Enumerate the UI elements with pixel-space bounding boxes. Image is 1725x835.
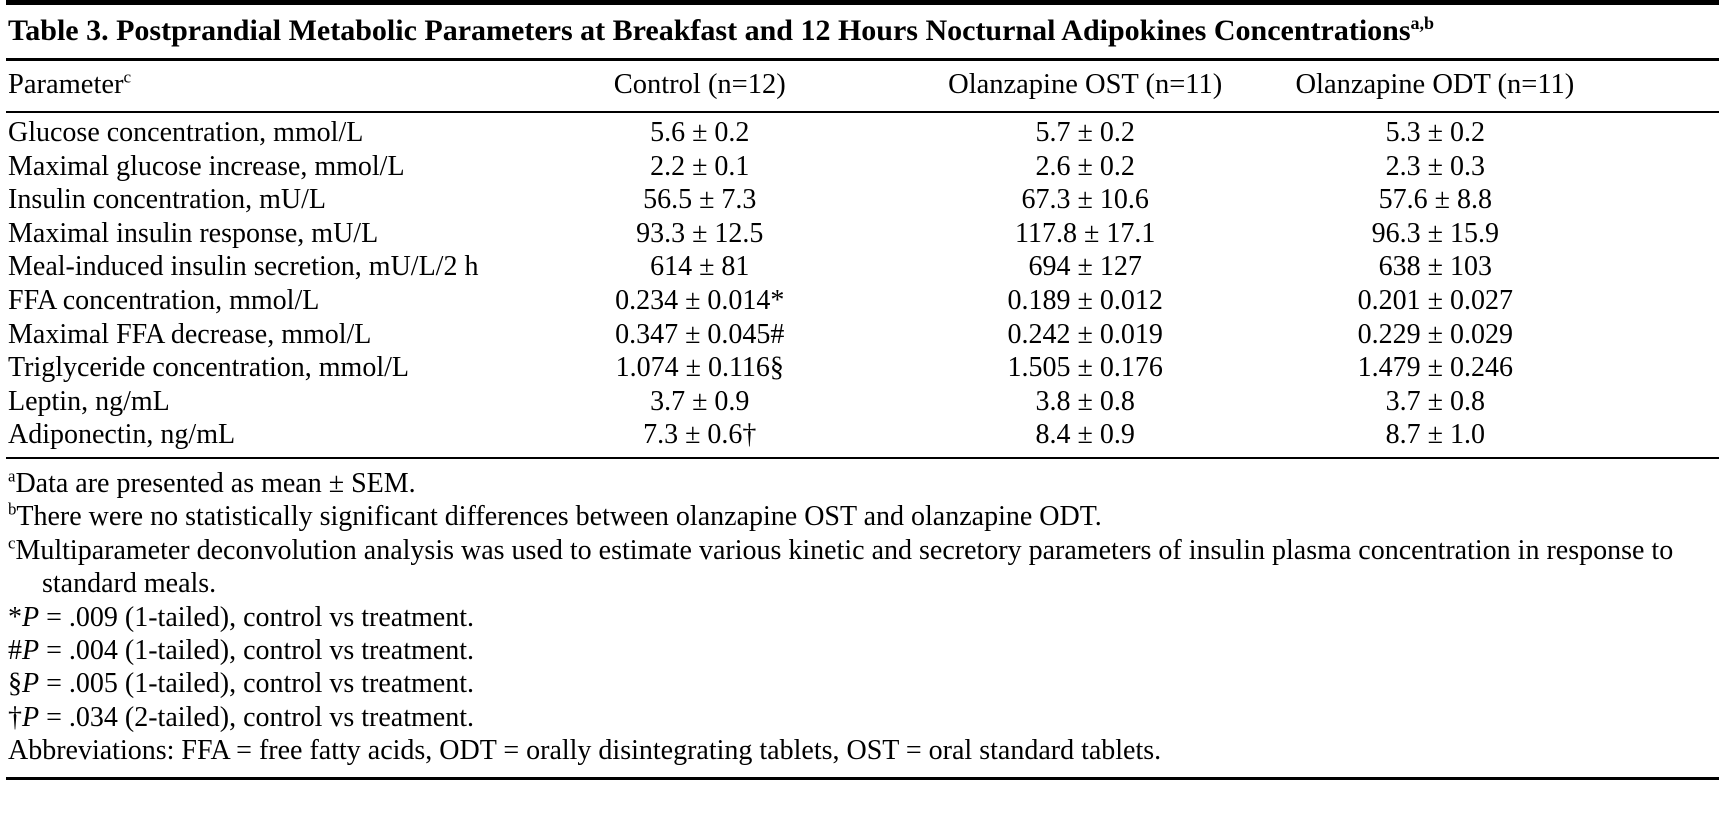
ost-value-cell: 8.4 ± 0.9 [879,418,1291,459]
odt-value-cell: 5.3 ± 0.2 [1385,117,1486,148]
column-header-parameter: Parameterc [6,61,520,113]
parameter-cell: FFA concentration, mmol/L [8,284,320,316]
odt-value-cell: 0.229 ± 0.029 [1357,318,1514,350]
parameter-cell: Maximal insulin response, mU/L [8,217,379,249]
odt-value-cell: 96.3 ± 15.9 [1371,217,1500,249]
footnote-marker: a [8,466,16,486]
column-header-olanzapine-odt: Olanzapine ODT (n=11) [1290,61,1719,113]
parameter-cell: Adiponectin, ng/mL [6,418,520,459]
footnote-dagger: †P = .034 (2-tailed), control vs treatme… [8,701,1717,734]
control-value-cell: 614 ± 81 [650,251,750,283]
column-header-parameter-superscript: c [123,67,132,87]
footnote-hash: #P = .004 (1-tailed), control vs treatme… [8,634,1717,667]
footnote-section-symbol: §P = .005 (1-tailed), control vs treatme… [8,667,1717,700]
ost-value-cell: 0.242 ± 0.019 [1007,318,1163,350]
column-header-control: Control (n=12) [519,61,880,113]
footnotes-section: aData are presented as mean ± SEM. bTher… [6,459,1719,768]
column-header-olanzapine-ost: Olanzapine OST (n=11) [879,61,1291,113]
table-title: Table 3. Postprandial Metabolic Paramete… [6,5,1719,61]
ost-value-cell: 2.6 ± 0.2 [1035,150,1135,182]
footnote-text: = .004 (1-tailed), control vs treatment. [39,634,474,666]
footnote-p-symbol: P [22,701,40,733]
table-row: Glucose concentration, mmol/L 5.6 ± 0.2 … [6,112,1719,150]
footnote-marker: c [8,533,16,553]
parameter-cell: Leptin, ng/mL [8,385,170,417]
table-row: Leptin, ng/mL 3.7 ± 0.9 3.8 ± 0.8 3.7 ± … [6,385,1719,419]
footnote-marker: b [8,500,17,520]
parameter-cell: Meal-induced insulin secretion, mU/L/2 h [8,251,479,283]
parameter-cell: Maximal glucose increase, mmol/L [8,150,405,182]
footnote-marker: # [8,634,22,666]
ost-value-cell: 67.3 ± 10.6 [1021,184,1149,216]
footnote-text: = .034 (2-tailed), control vs treatment. [39,701,474,733]
footnote-a: aData are presented as mean ± SEM. [8,467,1717,500]
odt-value-cell: 8.7 ± 1.0 [1290,418,1719,459]
table-row: Insulin concentration, mU/L 56.5 ± 7.3 6… [6,183,1719,217]
footnote-b: bThere were no statistically significant… [8,500,1717,533]
top-rule [6,0,1719,5]
parameter-cell: Glucose concentration, mmol/L [8,117,364,148]
control-value-cell: 2.2 ± 0.1 [650,150,750,182]
control-value-cell: 93.3 ± 12.5 [636,217,764,249]
bottom-rule [6,776,1719,780]
table-row: Triglyceride concentration, mmol/L 1.074… [6,351,1719,385]
footnote-text: Data are presented as mean ± SEM. [15,467,416,499]
footnote-c: cMultiparameter deconvolution analysis w… [8,534,1717,601]
header-row: Parameterc Control (n=12) Olanzapine OST… [6,61,1719,113]
odt-value-cell: 638 ± 103 [1378,251,1493,283]
parameter-cell: Maximal FFA decrease, mmol/L [8,318,372,350]
table-row: Adiponectin, ng/mL 7.3 ± 0.6† 8.4 ± 0.9 … [6,418,1719,459]
footnote-marker: † [8,701,22,733]
table-row: Maximal FFA decrease, mmol/L 0.347 ± 0.0… [6,318,1719,352]
control-value-cell: 5.6 ± 0.2 [650,117,750,148]
table-row: FFA concentration, mmol/L 0.234 ± 0.014*… [6,284,1719,318]
control-value-cell: 3.7 ± 0.9 [650,385,750,417]
control-value-cell: 1.074 ± 0.116§ [615,352,784,384]
footnote-p-symbol: P [22,668,40,700]
table-title-superscript: a,b [1410,13,1435,33]
odt-value-cell: 2.3 ± 0.3 [1385,150,1486,182]
footnote-text: There were no statistically significant … [16,501,1102,533]
footnote-text: Abbreviations: FFA = free fatty acids, O… [8,735,1162,767]
odt-value-cell: 57.6 ± 8.8 [1378,184,1493,216]
table-row: Meal-induced insulin secretion, mU/L/2 h… [6,250,1719,284]
footnote-abbreviations: Abbreviations: FFA = free fatty acids, O… [8,734,1717,767]
footnote-text: Multiparameter deconvolution analysis wa… [15,534,1674,600]
table-title-text: Table 3. Postprandial Metabolic Paramete… [8,14,1411,47]
footnote-text: = .005 (1-tailed), control vs treatment. [39,668,474,700]
ost-value-cell: 117.8 ± 17.1 [1015,217,1156,249]
control-value-cell: 0.347 ± 0.045# [615,318,785,350]
metabolic-parameters-table: Parameterc Control (n=12) Olanzapine OST… [6,61,1719,459]
table-row: Maximal insulin response, mU/L 93.3 ± 12… [6,217,1719,251]
odt-value-cell: 3.7 ± 0.8 [1385,385,1486,417]
ost-value-cell: 5.7 ± 0.2 [1035,117,1135,148]
control-value-cell: 7.3 ± 0.6† [519,418,880,459]
ost-value-cell: 694 ± 127 [1028,251,1142,283]
control-value-cell: 0.234 ± 0.014* [615,284,785,316]
ost-value-cell: 0.189 ± 0.012 [1007,284,1163,316]
footnote-p-symbol: P [22,634,40,666]
odt-value-cell: 0.201 ± 0.027 [1357,284,1514,316]
table-row: Maximal glucose increase, mmol/L 2.2 ± 0… [6,150,1719,184]
odt-value-cell: 1.479 ± 0.246 [1357,352,1514,384]
column-header-parameter-label: Parameter [8,69,124,100]
ost-value-cell: 1.505 ± 0.176 [1007,352,1163,384]
footnote-marker: § [8,668,22,700]
footnote-text: = .009 (1-tailed), control vs treatment. [39,601,474,633]
footnote-p-symbol: P [22,601,40,633]
parameter-cell: Triglyceride concentration, mmol/L [8,352,409,384]
parameter-cell: Insulin concentration, mU/L [8,184,327,216]
ost-value-cell: 3.8 ± 0.8 [1035,385,1135,417]
control-value-cell: 56.5 ± 7.3 [643,184,757,216]
footnote-asterisk: *P = .009 (1-tailed), control vs treatme… [8,601,1717,634]
footnote-marker: * [8,601,22,633]
